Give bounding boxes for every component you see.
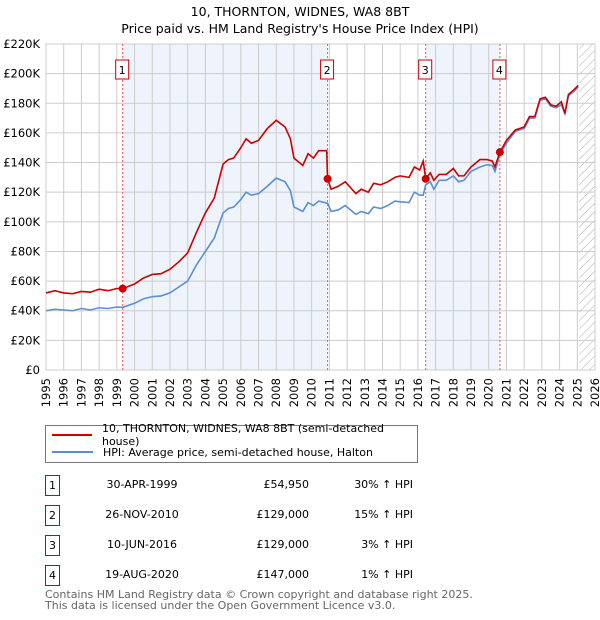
legend: 10, THORNTON, WIDNES, WA8 8BT (semi-deta…	[45, 422, 418, 463]
legend-swatch	[52, 451, 93, 453]
footer: Contains HM Land Registry data © Crown c…	[45, 589, 473, 611]
sale-price: £129,000	[256, 538, 310, 551]
sale-point	[323, 174, 332, 183]
y-tick-label: £20K	[11, 333, 41, 347]
y-tick-label: £160K	[3, 126, 40, 140]
sale-row: 4 19-AUG-2020 £147,000 1% ↑ HPI	[45, 565, 465, 586]
hpi-line	[45, 86, 579, 312]
x-tick-label: 1998	[92, 378, 106, 407]
x-tick-label: 2020	[482, 378, 496, 407]
x-tick-label: 2017	[429, 378, 443, 407]
sale-number: 3	[45, 535, 60, 556]
sale-label-box	[320, 59, 335, 80]
x-tick-label: 1995	[39, 378, 53, 407]
x-tick-label: 2011	[322, 378, 336, 407]
x-tick-label: 2024	[553, 378, 567, 407]
sale-label-box	[418, 59, 433, 80]
sale-number: 2	[45, 505, 60, 526]
x-tick-label: 1997	[74, 378, 88, 407]
sale-point	[421, 174, 430, 183]
x-tick-label: 2016	[411, 378, 425, 407]
sale-row: 1 30-APR-1999 £54,950 30% ↑ HPI	[45, 475, 465, 496]
y-tick-label: £0	[25, 363, 40, 377]
footer-line: Contains HM Land Registry data © Crown c…	[45, 588, 473, 601]
chart-title: 10, THORNTON, WIDNES, WA8 8BT	[190, 4, 410, 19]
plot-frame	[45, 43, 596, 371]
sale-label-box	[492, 59, 507, 80]
sale-point	[495, 148, 504, 157]
price-chart: 1995 1996 1997 1998 1999 2000 2001 2002 2003 2004…	[3, 37, 600, 407]
x-tick-label: 1996	[57, 378, 71, 407]
sale-price: £129,000	[256, 508, 310, 521]
sale-label: 4	[496, 64, 503, 77]
sale-label-box	[115, 59, 130, 80]
sale-number: 4	[45, 565, 60, 586]
sale-hpi-diff: 3% ↑ HPI	[361, 538, 413, 551]
x-tick-label: 2010	[305, 378, 319, 407]
legend-label: HPI: Average price, semi-detached house,…	[103, 445, 373, 459]
x-tick-label: 2026	[588, 378, 600, 407]
y-tick-label: £180K	[3, 96, 40, 110]
x-tick-label: 2003	[181, 378, 195, 407]
x-tick-label: 2018	[446, 378, 460, 407]
x-tick-label: 2023	[535, 378, 549, 407]
x-tick-label: 2001	[145, 378, 159, 407]
x-tick-label: 2013	[358, 378, 372, 407]
x-tick-label: 2006	[234, 378, 248, 407]
sale-label: 2	[324, 64, 331, 77]
x-tick-label: 2009	[287, 378, 301, 407]
legend-swatch	[52, 434, 92, 436]
x-tick-label: 2008	[269, 378, 283, 407]
sale-hpi-diff: 30% ↑ HPI	[354, 478, 413, 491]
x-tick-label: 2004	[198, 378, 212, 407]
x-tick-label: 2015	[393, 378, 407, 407]
sale-row: 3 10-JUN-2016 £129,000 3% ↑ HPI	[45, 535, 465, 556]
shaded-range	[425, 44, 500, 370]
sale-row: 2 26-NOV-2010 £129,000 15% ↑ HPI	[45, 505, 465, 526]
sale-label: 1	[119, 64, 126, 77]
sale-hpi-diff: 15% ↑ HPI	[354, 508, 413, 521]
legend-label: 10, THORNTON, WIDNES, WA8 8BT (semi-deta…	[101, 422, 384, 448]
forecast-hatch	[579, 44, 595, 370]
x-tick-label: 2022	[517, 378, 531, 407]
y-tick-label: £80K	[11, 244, 41, 258]
y-tick-label: £200K	[3, 67, 40, 81]
sale-label: 3	[422, 64, 429, 77]
x-tick-label: 2007	[252, 378, 266, 407]
sale-number: 1	[45, 475, 60, 496]
sale-price: £147,000	[256, 568, 310, 581]
x-tick-label: 2012	[340, 378, 354, 407]
y-tick-label: £60K	[11, 274, 41, 288]
footer-line: This data is licensed under the Open Gov…	[45, 599, 396, 612]
x-tick-label: 2014	[375, 378, 389, 407]
sale-date: 26-NOV-2010	[105, 508, 179, 521]
sale-date: 19-AUG-2020	[105, 568, 179, 581]
y-tick-label: £140K	[3, 156, 40, 170]
x-tick-label: 1999	[110, 378, 124, 407]
y-tick-label: £40K	[11, 304, 41, 318]
y-tick-label: £120K	[3, 185, 40, 199]
x-tick-label: 2021	[499, 378, 513, 407]
x-tick-label: 2019	[464, 378, 478, 407]
shaded-range	[122, 44, 328, 370]
x-tick-label: 2005	[216, 378, 230, 407]
sale-date: 10-JUN-2016	[106, 538, 178, 551]
property-line	[45, 84, 579, 295]
sale-point	[118, 284, 127, 293]
x-tick-label: 2025	[570, 378, 584, 407]
legend-item-property: 10, THORNTON, WIDNES, WA8 8BT (semi-deta…	[52, 422, 417, 448]
legend-item-hpi: HPI: Average price, semi-detached house,…	[52, 444, 373, 460]
chart-subtitle: Price paid vs. HM Land Registry's House …	[121, 21, 479, 36]
x-tick-label: 2000	[128, 378, 142, 407]
sale-date: 30-APR-1999	[106, 478, 178, 491]
y-tick-label: £100K	[3, 215, 40, 229]
y-tick-label: £220K	[3, 37, 40, 51]
sale-price: £54,950	[263, 478, 310, 491]
sale-hpi-diff: 1% ↑ HPI	[361, 568, 413, 581]
x-tick-label: 2002	[163, 378, 177, 407]
